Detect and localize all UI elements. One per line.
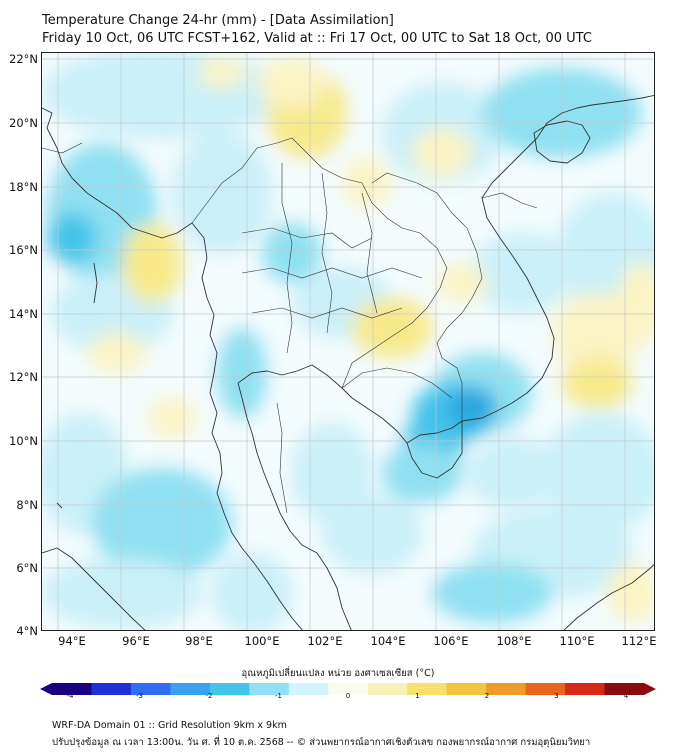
coastlines <box>42 94 654 630</box>
lat-label-22: 22°N <box>9 52 38 66</box>
temperature-field <box>42 53 654 630</box>
lat-label-12: 12°N <box>9 370 38 384</box>
peninsula-east-coast <box>237 382 352 630</box>
province-line-4 <box>281 163 293 354</box>
lat-label-6: 6°N <box>16 561 38 575</box>
myanmar-coastline <box>42 107 225 514</box>
colorbar-segment <box>407 683 448 695</box>
nicobar-islands <box>56 502 63 509</box>
colorbar-segment <box>130 683 171 695</box>
temperature-change-map <box>42 53 654 630</box>
lon-label-104: 104°E <box>370 634 406 648</box>
colorbar-tick-label: 1 <box>415 692 420 700</box>
lon-label-102: 102°E <box>307 634 343 648</box>
andaman-islands <box>93 262 98 304</box>
title-line-1: Temperature Change 24-hr (mm) - [Data As… <box>42 13 394 28</box>
colorbar-tick-label: -2 <box>205 692 213 700</box>
colorbar-segment <box>367 683 408 695</box>
province-line-6 <box>361 192 378 314</box>
peninsula-border <box>276 402 288 514</box>
lon-label-108: 108°E <box>496 634 532 648</box>
thailand-border <box>191 137 448 389</box>
colorbar-max-arrow <box>644 683 656 695</box>
colorbar-segment <box>525 683 566 695</box>
colorbar-segment <box>209 683 250 695</box>
colorbar-tick-label: 3 <box>554 692 559 700</box>
admin-borders <box>42 137 538 514</box>
west-border <box>42 142 83 154</box>
lat-label-20: 20°N <box>9 116 38 130</box>
colorbar-min-arrow <box>40 683 52 695</box>
colorbar-segment <box>565 683 606 695</box>
title-line-2: Friday 10 Oct, 06 UTC FCST+162, Valid at… <box>42 31 592 46</box>
colorbar-tick-label: -3 <box>136 692 143 700</box>
lon-label-96: 96°E <box>122 634 150 648</box>
hainan-island <box>533 120 591 164</box>
colorbar-segment <box>328 683 369 695</box>
province-line-3 <box>251 307 403 319</box>
province-line-1 <box>241 227 373 249</box>
footer-credit: ปรับปรุงข้อมูล ณ เวลา 13:00น. วัน ศ. ที่… <box>52 737 591 748</box>
colorbar-tick-label: -4 <box>66 692 74 700</box>
lon-label-98: 98°E <box>185 634 213 648</box>
footer-model-info: WRF-DA Domain 01 :: Grid Resolution 9km … <box>52 720 287 731</box>
colorbar-tick-label: 4 <box>623 692 629 700</box>
colorbar-tick-label: 0 <box>345 692 351 700</box>
colorbar-segment <box>288 683 329 695</box>
colorbar-segment <box>91 683 132 695</box>
lat-label-10: 10°N <box>9 434 38 448</box>
gulf-of-thailand-coast <box>237 364 463 444</box>
sumatra-coast <box>42 547 146 630</box>
map-title: Temperature Change 24-hr (mm) - [Data As… <box>42 12 592 48</box>
vietnam-north-border <box>481 192 538 209</box>
lat-label-16: 16°N <box>9 243 38 257</box>
lon-label-106: 106°E <box>433 634 469 648</box>
colorbar <box>40 680 656 699</box>
graticule <box>42 53 654 630</box>
colorbar-segment <box>249 683 290 695</box>
colorbar-segment <box>52 683 92 695</box>
colorbar-tick-label: 2 <box>484 692 490 700</box>
lat-label-18: 18°N <box>9 180 38 194</box>
colorbar-segment <box>446 683 487 695</box>
province-line-2 <box>241 267 423 279</box>
colorbar-segment <box>604 683 645 695</box>
lat-label-4: 4°N <box>16 624 38 638</box>
lon-label-112: 112°E <box>621 634 657 648</box>
province-line-5 <box>321 172 333 334</box>
lon-label-110: 110°E <box>559 634 595 648</box>
borneo-coast <box>563 564 654 630</box>
map-panel <box>41 52 655 631</box>
colorbar-segment <box>170 683 211 695</box>
cambodia-border <box>341 367 453 399</box>
lat-label-14: 14°N <box>9 307 38 321</box>
colorbar-gradient <box>40 683 656 695</box>
vietnam-coastline <box>461 94 654 422</box>
malay-peninsula-west-coast <box>223 512 303 630</box>
lat-label-8: 8°N <box>16 498 38 512</box>
colorbar-tick-label: -1 <box>275 692 282 700</box>
colorbar-segment <box>486 683 527 695</box>
mekong-delta <box>406 421 463 479</box>
colorbar-title: อุณหภูมิเปลี่ยนแปลง หน่วย องศาเซลเซียส (… <box>241 668 435 679</box>
lon-label-100: 100°E <box>244 634 280 648</box>
laos-cambodia-vietnam-border <box>371 172 483 421</box>
lon-label-94: 94°E <box>58 634 86 648</box>
